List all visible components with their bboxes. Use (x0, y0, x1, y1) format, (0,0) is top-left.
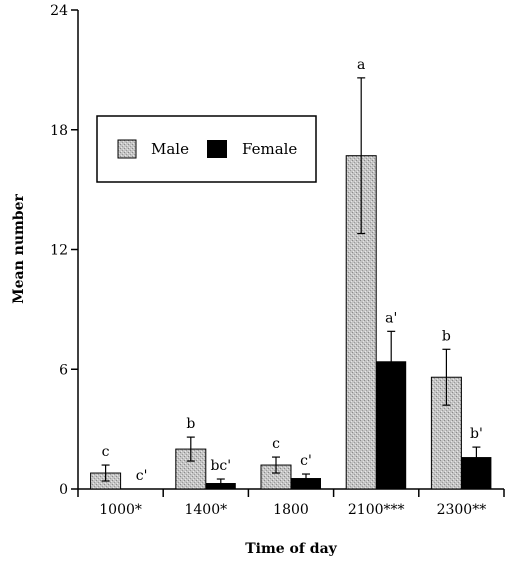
y-tick-label: 0 (59, 482, 68, 498)
y-tick-label: 12 (50, 243, 68, 259)
significance-label: bc' (210, 458, 231, 474)
significance-label: a' (385, 310, 397, 326)
legend-label-female: Female (242, 140, 297, 158)
error-bar (302, 473, 310, 483)
x-axis-title: Time of day (245, 541, 337, 557)
x-tick-label: 2100*** (348, 502, 405, 518)
error-bars (101, 77, 481, 488)
significance-label: c' (300, 453, 312, 469)
error-bar (186, 436, 195, 462)
bar-series (90, 155, 492, 490)
significance-label: b (442, 328, 451, 344)
error-bar (472, 446, 481, 468)
legend-swatch-female (207, 140, 227, 158)
significance-label: c (102, 444, 110, 460)
x-axis-ticks: 1000* 1400* 1800 2100*** 2300** (77, 489, 505, 518)
female-bar (291, 478, 321, 489)
significance-label: a (357, 57, 365, 73)
error-bar (442, 348, 451, 406)
y-axis-ticks: 0 6 12 18 24 (50, 3, 78, 498)
significance-label: c' (136, 468, 148, 484)
male-bar (175, 448, 207, 490)
error-bar (357, 77, 366, 235)
significance-label: c (272, 436, 280, 452)
significance-labels: c c' b bc' c c' a a' b b' (102, 57, 483, 484)
x-tick-label: 1400* (184, 502, 227, 518)
error-bar (387, 330, 396, 392)
legend-swatch-male (117, 139, 137, 159)
significance-label: b' (470, 426, 483, 442)
y-tick-label: 6 (59, 362, 68, 378)
significance-label: b (186, 416, 195, 432)
x-tick-label: 2300** (437, 502, 487, 518)
x-tick-label: 1800 (273, 502, 309, 518)
y-tick-label: 24 (50, 3, 68, 19)
legend-label-male: Male (151, 140, 189, 158)
error-bar (101, 464, 110, 482)
legend: Male Female (96, 115, 317, 183)
error-bar (216, 478, 225, 488)
error-bar (272, 456, 280, 474)
y-axis-title: Mean number (11, 193, 27, 303)
x-tick-label: 1000* (99, 502, 142, 518)
y-tick-label: 18 (50, 123, 68, 139)
